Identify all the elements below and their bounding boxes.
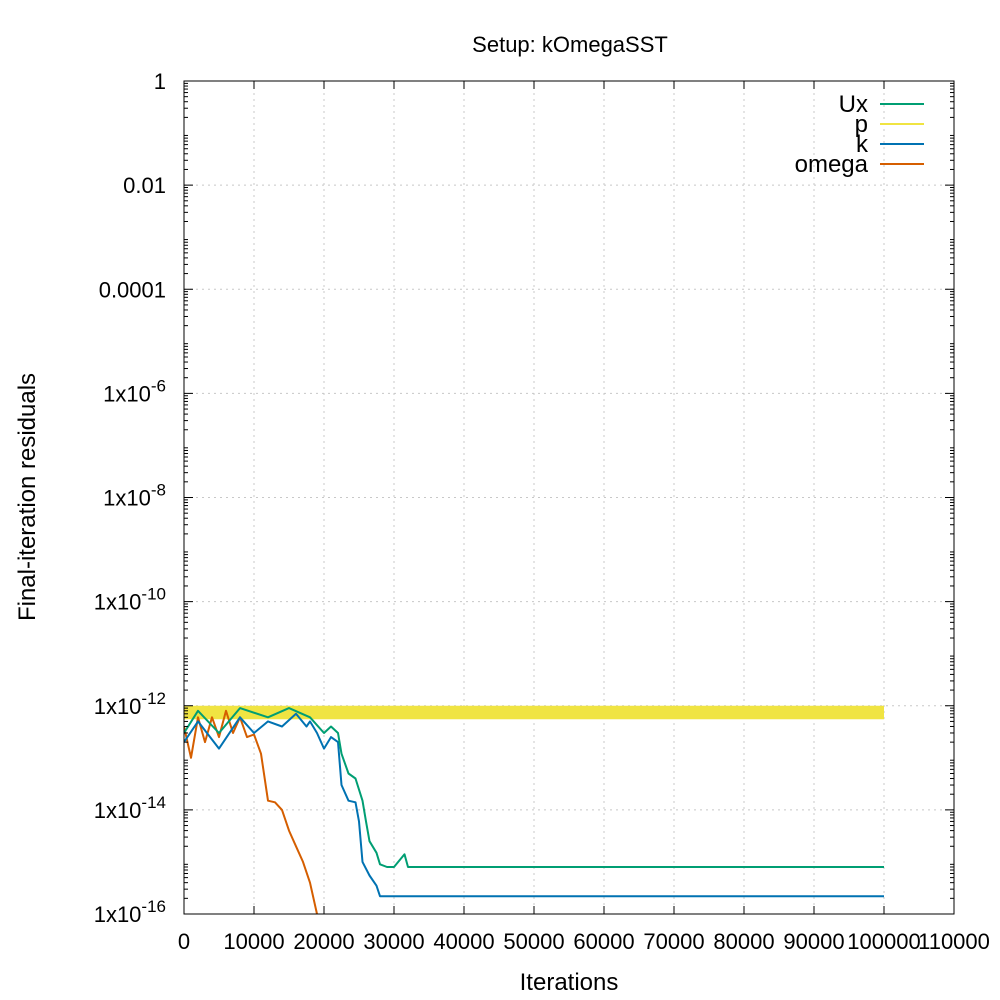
x-axis-label: Iterations <box>520 969 619 996</box>
y-tick-label: 1x10-6 <box>103 376 166 406</box>
legend-label-k: k <box>856 131 869 158</box>
grid <box>184 81 954 914</box>
x-tick-label: 100000 <box>847 929 920 954</box>
x-tick-label: 110000 <box>918 929 990 954</box>
legend-label-p: p <box>855 111 868 138</box>
y-tick-label: 1 <box>154 69 166 94</box>
y-tick-label: 1x10-8 <box>103 481 166 511</box>
y-tick-label: 0.0001 <box>99 277 166 302</box>
y-axis-label: Final-iteration residuals <box>14 373 41 621</box>
series-omega-line <box>184 709 318 914</box>
series-group <box>184 705 884 914</box>
x-tick-label: 10000 <box>223 929 284 954</box>
x-tick-label: 0 <box>178 929 190 954</box>
x-tick-label: 50000 <box>503 929 564 954</box>
legend-label-ux: Ux <box>839 91 868 118</box>
x-tick-label: 30000 <box>363 929 424 954</box>
y-tick-label: 1x10-12 <box>94 689 166 719</box>
y-tick-label: 1x10-10 <box>94 585 166 615</box>
x-tick-labels: 0 10000 20000 30000 40000 50000 60000 70000 8000… <box>178 929 990 954</box>
x-tick-label: 70000 <box>643 929 704 954</box>
y-tick-label: 1x10-16 <box>94 897 166 927</box>
y-tick-labels: 1 0.01 0.0001 1x10-6 1x10-8 1x10-10 1x10-12 1x1… <box>94 69 166 927</box>
axis-ticks <box>183 80 955 915</box>
series-ux-line <box>184 707 884 868</box>
y-tick-label: 1x10-14 <box>94 793 166 823</box>
chart-title: Setup: kOmegaSST <box>472 32 668 57</box>
series-p-band <box>184 705 884 720</box>
x-tick-label: 20000 <box>293 929 354 954</box>
x-tick-label: 60000 <box>573 929 634 954</box>
x-tick-label: 90000 <box>783 929 844 954</box>
series-k-line <box>184 712 884 898</box>
x-tick-label: 80000 <box>713 929 774 954</box>
x-tick-label: 40000 <box>433 929 494 954</box>
y-tick-label: 0.01 <box>123 173 166 198</box>
legend-label-omega: omega <box>795 151 869 178</box>
